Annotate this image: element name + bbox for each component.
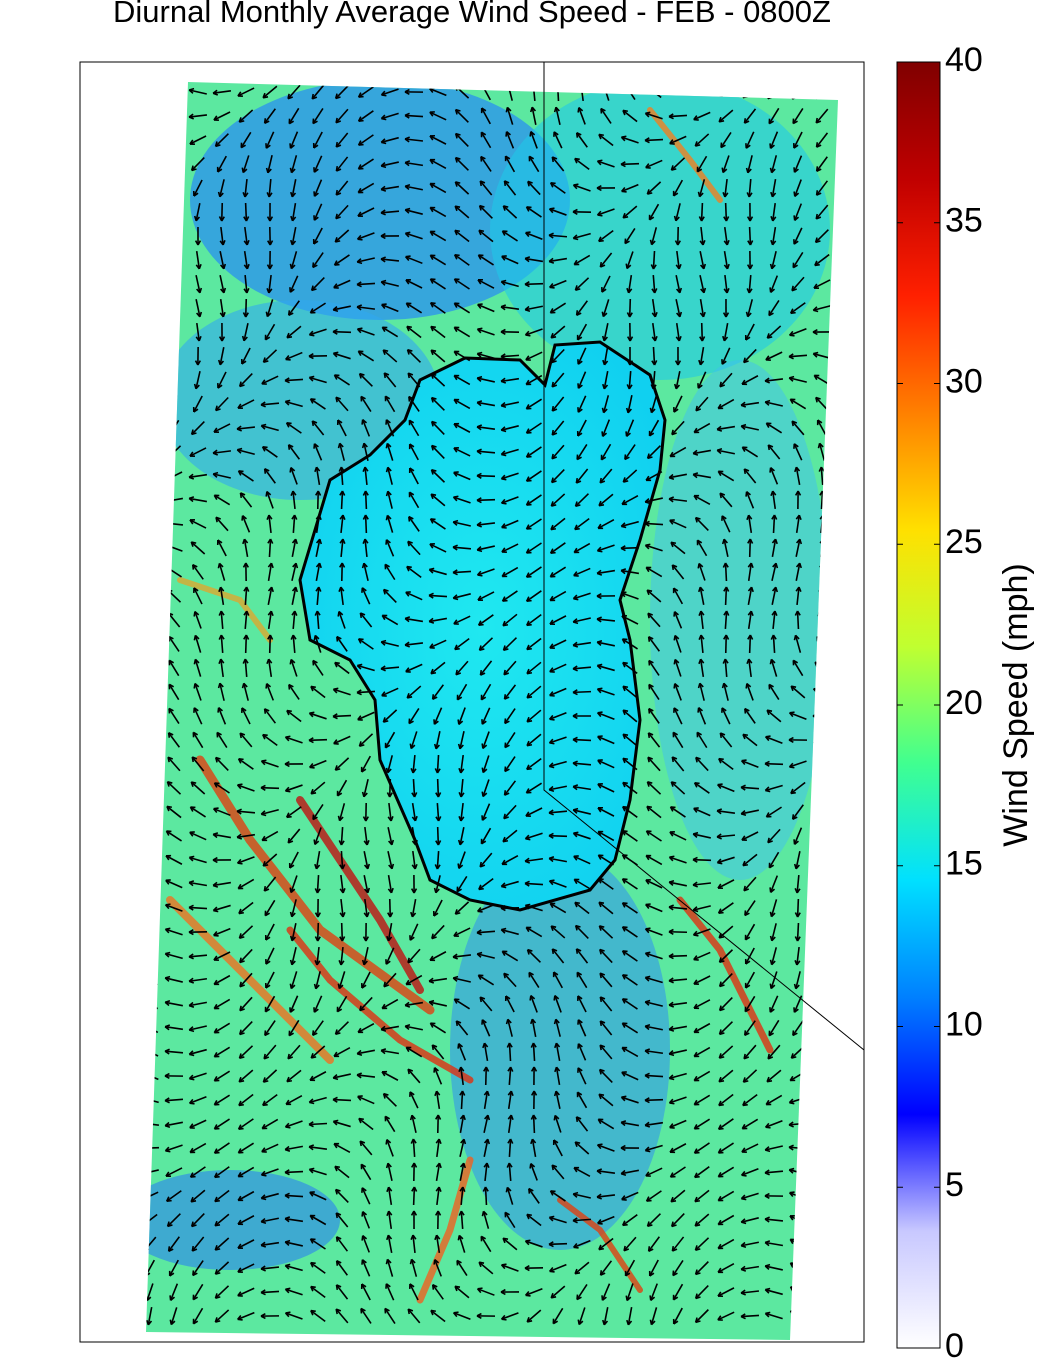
field-patch bbox=[650, 360, 830, 880]
wind-arrow bbox=[549, 836, 567, 837]
chart-title: Diurnal Monthly Average Wind Speed - FEB… bbox=[113, 0, 831, 29]
wind-arrow bbox=[765, 764, 783, 765]
wind-arrow bbox=[669, 956, 687, 957]
wind-arrow bbox=[750, 635, 751, 653]
wind-arrow bbox=[573, 740, 591, 741]
wind-arrow bbox=[726, 587, 727, 605]
wind-arrow bbox=[366, 491, 367, 509]
wind-arrow bbox=[534, 1115, 535, 1133]
wind-arrow bbox=[549, 1244, 567, 1245]
wind-arrow bbox=[318, 923, 319, 941]
wind-arrow bbox=[270, 635, 271, 653]
colorbar-scale bbox=[897, 62, 940, 1348]
colorbar-tick-label: 20 bbox=[945, 684, 983, 722]
wind-arrow bbox=[477, 500, 495, 501]
wind-arrow bbox=[693, 860, 711, 861]
wind-arrow bbox=[309, 740, 327, 741]
colorbar-tick-label: 5 bbox=[945, 1166, 964, 1204]
wind-arrow bbox=[261, 788, 279, 789]
wind-arrow bbox=[477, 476, 495, 477]
colorbar bbox=[897, 62, 940, 1348]
colorbar-tick-label: 40 bbox=[945, 41, 983, 79]
wind-arrow bbox=[702, 323, 703, 341]
colorbar-tick-label: 25 bbox=[945, 523, 983, 561]
wind-arrow bbox=[798, 899, 799, 917]
wind-arrow bbox=[750, 539, 751, 557]
wind-arrow bbox=[525, 284, 543, 285]
wind-arrow bbox=[246, 203, 247, 221]
wind-arrow bbox=[726, 203, 727, 221]
wind-field bbox=[120, 80, 840, 1342]
colorbar-tick-label: 15 bbox=[945, 845, 983, 883]
wind-arrow bbox=[333, 332, 351, 333]
colorbar-tick-label: 30 bbox=[945, 362, 983, 400]
colorbar-tick-label: 35 bbox=[945, 202, 983, 240]
wind-arrow bbox=[621, 548, 639, 549]
colorbar-tick-label: 10 bbox=[945, 1005, 983, 1043]
colorbar-label: Wind Speed (mph) bbox=[997, 563, 1035, 846]
wind-arrow bbox=[366, 515, 367, 533]
wind-arrow bbox=[630, 299, 631, 317]
wind-arrow bbox=[621, 164, 639, 165]
wind-arrow bbox=[438, 779, 439, 797]
wind-arrow bbox=[246, 635, 247, 653]
wind-arrow bbox=[342, 923, 343, 941]
wind-arrow bbox=[750, 227, 751, 245]
field-patch bbox=[120, 1170, 340, 1270]
colorbar-tick-label: 0 bbox=[945, 1327, 964, 1362]
wind-arrow bbox=[438, 827, 439, 845]
wind-arrow bbox=[702, 203, 703, 221]
wind-arrow bbox=[414, 1187, 415, 1205]
wind-arrow bbox=[645, 1100, 663, 1101]
wind-arrow bbox=[390, 779, 391, 797]
wind-arrow bbox=[573, 692, 591, 693]
